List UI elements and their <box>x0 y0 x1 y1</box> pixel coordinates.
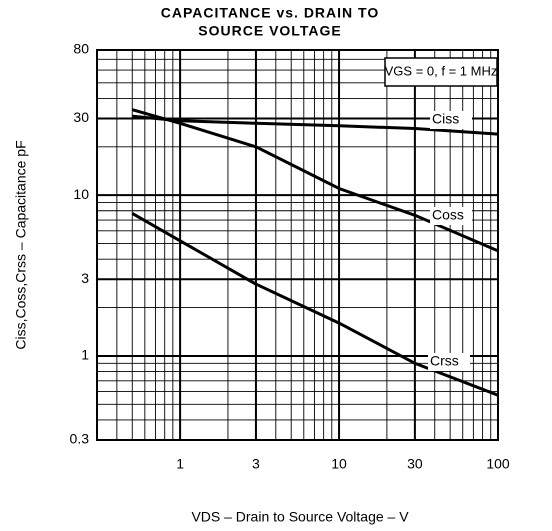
series-line <box>131 108 499 253</box>
x-tick-label: 3 <box>252 456 260 472</box>
x-axis-label: VDS – Drain to Source Voltage – V <box>191 509 409 525</box>
y-tick-label: 1 <box>81 347 89 363</box>
x-tick-label: 100 <box>486 456 510 472</box>
y-axis-label: Ciss,Coss,Crss – Capacitance pF <box>13 140 29 349</box>
y-tick-label: 3 <box>81 270 89 286</box>
x-tick-label: 30 <box>407 456 423 472</box>
y-tick-label: 0.3 <box>70 431 90 447</box>
x-tick-label: 1 <box>176 456 184 472</box>
annotation: VGS = 0, f = 1 MHz <box>385 63 498 78</box>
annotation-box <box>384 57 498 87</box>
series-label: Coss <box>432 207 464 223</box>
chart-title: CAPACITANCE vs. DRAIN TO <box>161 5 379 21</box>
chart-title: SOURCE VOLTAGE <box>198 23 341 39</box>
y-tick-label: 80 <box>73 41 89 57</box>
plot-frame <box>96 49 499 441</box>
y-tick-label: 10 <box>73 186 89 202</box>
series-label: Crss <box>430 353 459 369</box>
y-tick-label: 30 <box>73 109 89 125</box>
series-label-bg <box>430 207 472 225</box>
x-tick-label: 10 <box>331 456 347 472</box>
series-label: Ciss <box>432 111 459 127</box>
series-label-bg <box>428 353 470 371</box>
series-label-bg <box>430 111 472 129</box>
